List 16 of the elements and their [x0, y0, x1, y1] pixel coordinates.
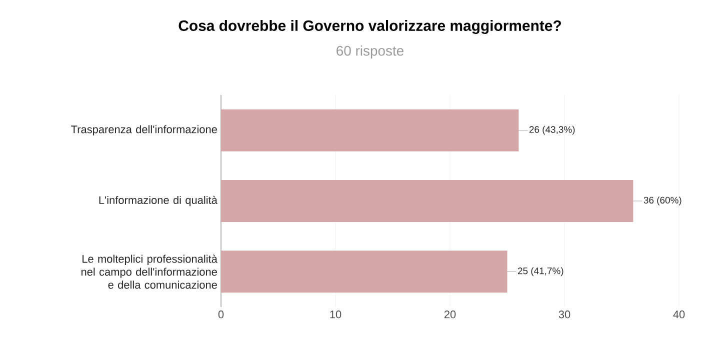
y-tick-label: Le molteplici professionalità nel campo dell'informazione e della comunicazione — [82, 254, 218, 289]
chart-title: Cosa dovrebbe il Governo valorizzare maggiormente? — [178, 20, 561, 34]
bar — [221, 180, 634, 222]
x-tick-label: 40 — [673, 310, 685, 318]
y-tick-label: Trasparenza dell'informazione — [71, 125, 217, 136]
bar — [221, 109, 519, 152]
x-tick-label: 10 — [330, 310, 342, 318]
data-label: 36 (60%) — [644, 196, 682, 206]
x-tick-label: 20 — [444, 310, 456, 318]
x-tick-label: 30 — [558, 310, 570, 318]
y-tick-label: L'informazione di qualità — [99, 196, 218, 206]
x-tick-label: 0 — [218, 310, 224, 318]
data-label: 26 (43,3%) — [529, 126, 575, 135]
data-label: 25 (41,7%) — [518, 267, 564, 276]
chart-subtitle: 60 risposte — [336, 45, 404, 58]
bar — [221, 250, 508, 293]
